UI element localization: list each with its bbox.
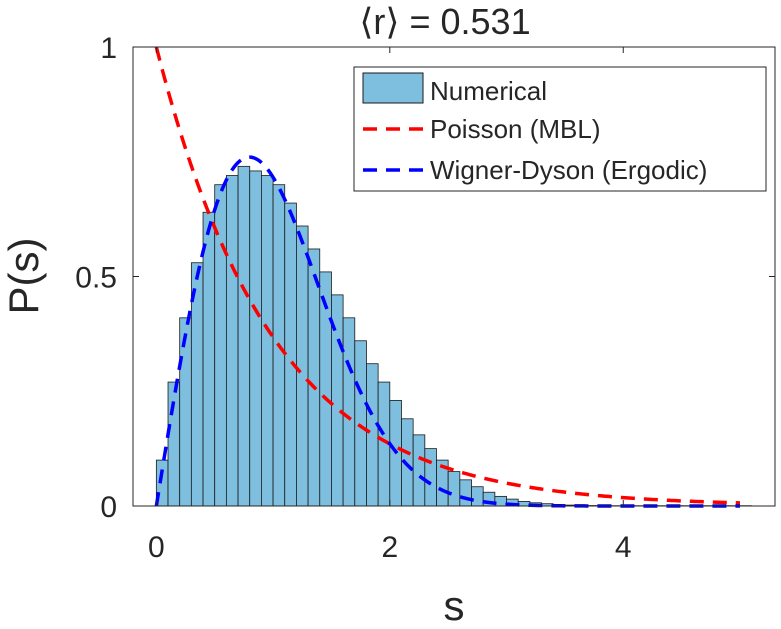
histogram-bar — [260, 175, 274, 507]
x-tick-label: 2 — [381, 531, 398, 564]
histogram-bar — [354, 340, 367, 507]
legend-label-numerical: Numerical — [430, 76, 547, 106]
y-tick-label: 1 — [100, 32, 117, 65]
histogram-bar — [225, 175, 239, 507]
histogram-bar — [447, 471, 461, 507]
legend: Numerical Poisson (MBL) Wigner-Dyson (Er… — [353, 66, 767, 192]
histogram-bar — [167, 381, 181, 507]
chart-title: ⟨r⟩ = 0.531 — [359, 1, 530, 42]
histogram-bar — [424, 448, 437, 507]
y-tick-label: 0 — [100, 491, 117, 524]
y-axis-ticks: 00.51 — [75, 32, 775, 524]
histogram-bar — [494, 495, 507, 507]
x-axis-label: s — [444, 582, 465, 629]
histogram-bar — [412, 434, 426, 507]
poisson-curve — [154, 46, 741, 505]
legend-label-wigner-dyson: Wigner-Dyson (Ergodic) — [430, 155, 707, 185]
histogram-bar — [179, 317, 192, 507]
wigner-dyson-curve — [154, 155, 740, 508]
x-tick-label: 4 — [615, 531, 632, 564]
histogram-bar — [284, 202, 297, 507]
histogram-bar — [459, 479, 472, 507]
histogram-bar — [471, 486, 484, 507]
x-axis-ticks: 0 2 4 — [148, 47, 632, 564]
histogram-layer — [155, 165, 753, 507]
curve-layer — [154, 46, 741, 508]
histogram-bar — [249, 170, 262, 507]
y-tick-label: 0.5 — [75, 262, 117, 295]
histogram-bar — [237, 165, 251, 507]
histogram-bar — [366, 363, 379, 507]
histogram-bar — [202, 211, 216, 507]
histogram-bar — [517, 501, 531, 507]
histogram-bar — [296, 225, 309, 507]
legend-swatch-numerical — [362, 72, 424, 104]
histogram-bar — [342, 317, 356, 507]
legend-label-poisson: Poisson (MBL) — [430, 114, 601, 144]
y-axis-label: P(s) — [0, 238, 47, 315]
x-tick-label: 0 — [148, 531, 165, 564]
